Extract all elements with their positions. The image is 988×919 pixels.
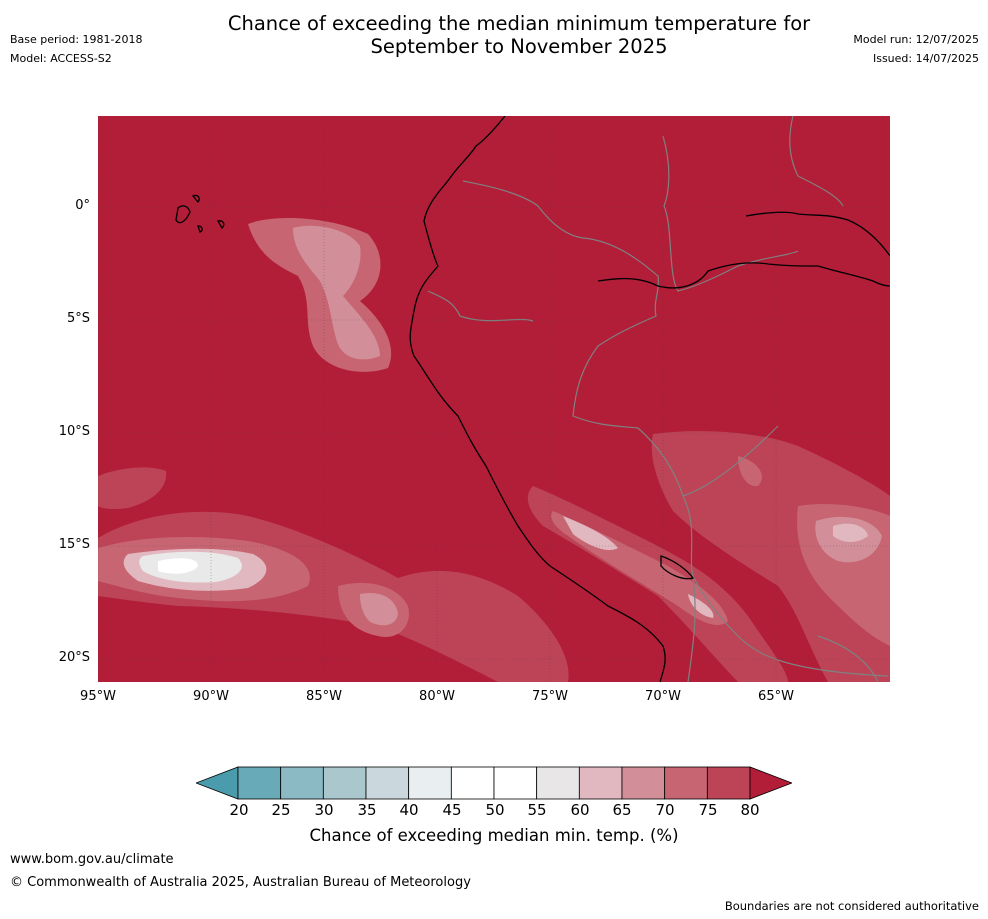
lake-titicaca	[660, 555, 695, 580]
lat-label-10s: 10°S	[58, 424, 90, 439]
base-period: Base period: 1981-2018	[10, 33, 143, 46]
colorbar-segment	[621, 766, 666, 800]
meta-right: Model run: 12/07/2025 Issued: 14/07/2025	[853, 30, 979, 68]
colorbar-segment	[237, 766, 282, 800]
colorbar-segment	[536, 766, 580, 800]
island-2	[191, 194, 200, 204]
colorbar-segment	[322, 766, 367, 800]
coast-pacific	[409, 116, 666, 682]
footer-disclaimer: Boundaries are not considered authoritat…	[724, 899, 979, 913]
colorbar-tick-20: 20	[229, 801, 249, 819]
shade-80-andes-a	[563, 516, 618, 551]
island-3	[197, 225, 203, 233]
lon-label-75w: 75°W	[532, 689, 568, 704]
colorbar-label: Chance of exceeding median min. temp. (%…	[309, 826, 679, 845]
colorbar-segment	[450, 766, 495, 800]
colorbar-segment	[280, 766, 324, 800]
colorbar-segment	[578, 766, 623, 800]
model-run: Model run: 12/07/2025	[853, 33, 979, 46]
country-borders	[427, 116, 889, 682]
model-name: Model: ACCESS-S2	[10, 52, 112, 65]
colorbar-segment	[365, 766, 410, 800]
colorbar-svg	[194, 766, 794, 800]
colorbar-tick-25: 25	[271, 801, 291, 819]
border-bolivia-paraguay	[817, 635, 879, 682]
gridlines	[98, 116, 890, 682]
border-venezuela	[789, 116, 844, 207]
colorbar-tick-40: 40	[399, 801, 419, 819]
amazon-river	[597, 262, 890, 289]
lon-label-85w: 85°W	[306, 689, 342, 704]
colorbar-tick-70: 70	[655, 801, 675, 819]
colorbar-tick-50: 50	[485, 801, 505, 819]
title-line-2: September to November 2025	[370, 35, 668, 58]
border-colombia-brazil	[662, 135, 799, 292]
colorbar-tick-75: 75	[698, 801, 718, 819]
lat-label-20s: 20°S	[58, 650, 90, 665]
island-1	[175, 205, 191, 224]
lat-label-5s: 5°S	[66, 311, 90, 326]
lat-label-15s: 15°S	[58, 537, 90, 552]
galapagos-islands	[175, 194, 225, 233]
colorbar-extend-high	[749, 766, 794, 800]
shade-90-west	[158, 558, 198, 574]
border-peru-north	[462, 180, 659, 429]
title-line-1: Chance of exceeding the median minimum t…	[227, 12, 811, 35]
map-title: Chance of exceeding the median minimum t…	[144, 12, 894, 58]
border-chile-bolivia	[687, 575, 696, 682]
lon-label-90w: 90°W	[193, 689, 229, 704]
lon-label-80w: 80°W	[419, 689, 455, 704]
colorbar-tick-35: 35	[357, 801, 377, 819]
meta-left: Base period: 1981-2018 Model: ACCESS-S2	[10, 30, 142, 68]
forecast-map	[98, 116, 890, 682]
coastlines	[175, 116, 890, 682]
lat-label-0: 0°	[75, 198, 90, 213]
border-ecuador	[427, 290, 534, 322]
shade-65-east	[651, 431, 890, 682]
shade-65-far-west	[98, 467, 167, 510]
colorbar	[194, 766, 794, 800]
shade-75	[293, 225, 380, 360]
river-negro	[745, 211, 890, 257]
shade-75-central	[360, 592, 398, 626]
probability-shading	[98, 218, 890, 682]
colorbar-segment	[706, 766, 751, 800]
colorbar-tick-60: 60	[570, 801, 590, 819]
lon-label-65w: 65°W	[758, 689, 794, 704]
shade-70-east-a	[738, 456, 762, 487]
colorbar-segment	[493, 766, 538, 800]
map-svg	[98, 116, 890, 682]
colorbar-tick-65: 65	[612, 801, 632, 819]
island-4	[216, 220, 225, 230]
colorbar-segment	[664, 766, 708, 800]
lon-label-95w: 95°W	[80, 689, 116, 704]
footer-url[interactable]: www.bom.gov.au/climate	[10, 852, 174, 867]
colorbar-extend-low	[194, 766, 239, 800]
lon-label-70w: 70°W	[645, 689, 681, 704]
shade-80-east	[833, 523, 868, 542]
colorbar-tick-80: 80	[740, 801, 760, 819]
colorbar-tick-45: 45	[442, 801, 462, 819]
colorbar-segment	[408, 766, 452, 800]
issued-date: Issued: 14/07/2025	[872, 52, 979, 65]
colorbar-tick-55: 55	[527, 801, 547, 819]
footer-copyright: © Commonwealth of Australia 2025, Austra…	[10, 875, 471, 890]
colorbar-tick-30: 30	[314, 801, 334, 819]
